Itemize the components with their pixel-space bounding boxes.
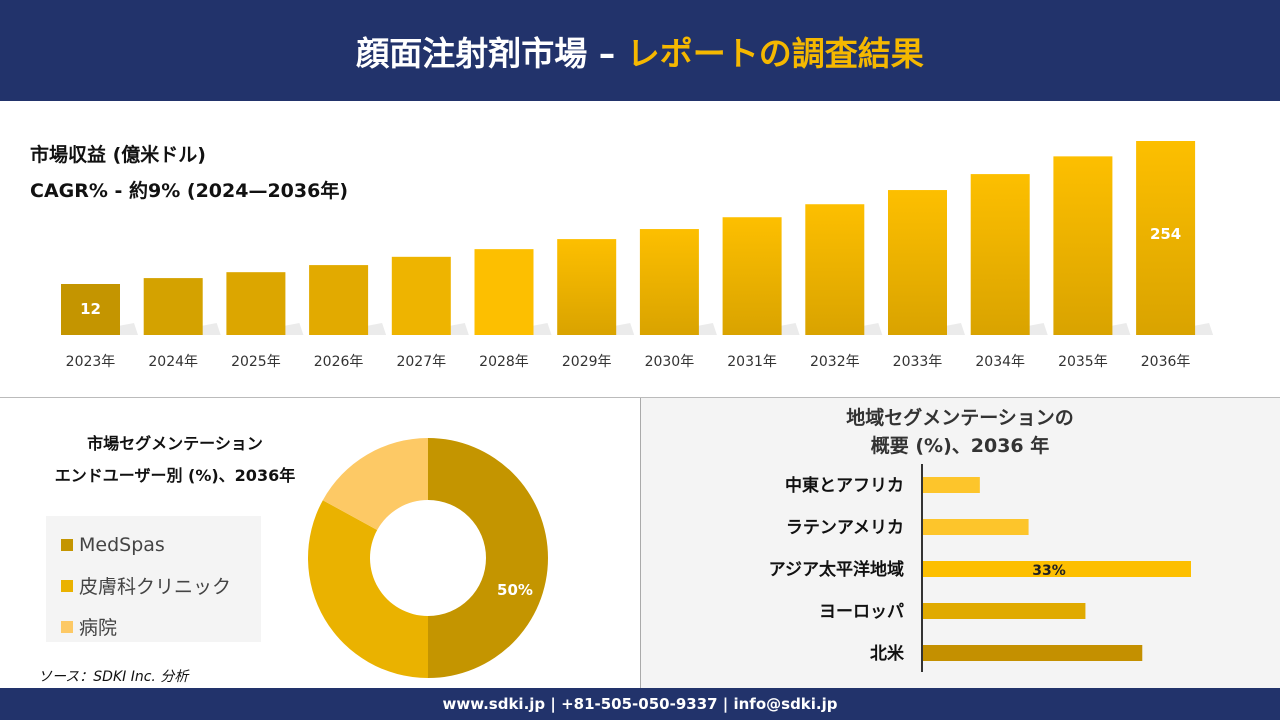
region-title-line1: 地域セグメンテーションの: [846, 407, 1074, 429]
x-tick-label: 2023年: [66, 354, 116, 370]
revenue-bar: [61, 284, 120, 335]
x-tick-label: 2029年: [562, 354, 612, 370]
revenue-bar-chart: 2023年 12 2024年 2025年 2026年 2027年 2028年 2029年 203…: [61, 141, 1214, 370]
x-tick-label: 2026年: [314, 354, 364, 370]
x-tick-label: 2034年: [975, 354, 1025, 370]
enduser-title-line1: 市場セグメンテーション: [87, 434, 263, 453]
legend-label: 皮膚科クリニック: [79, 576, 232, 598]
revenue-bar: [557, 239, 617, 335]
legend-label: MedSpas: [79, 533, 165, 556]
x-tick-label: 2025年: [231, 354, 281, 370]
x-tick-label: 2024年: [148, 354, 198, 370]
legend-swatch: [61, 538, 73, 551]
region-bar: [923, 603, 1086, 619]
region-bar: [923, 561, 1191, 577]
bar-data-label: 254: [1150, 225, 1181, 243]
x-tick-label: 2035年: [1058, 354, 1108, 370]
header-title-accent: レポートの調査結果: [626, 33, 924, 73]
x-tick-label: 2028年: [479, 354, 529, 370]
x-tick-label: 2031年: [727, 354, 777, 370]
bar-data-label: 33%: [1032, 563, 1066, 579]
donut-slice: [428, 438, 548, 678]
slice-label: 50%: [497, 581, 533, 599]
legend-item-dermatology: 皮膚科クリニック: [46, 565, 261, 606]
revenue-bar: [970, 174, 1030, 335]
enduser-donut-chart: 50%: [308, 438, 548, 678]
report-header: 顔面注射剤市場 – レポートの調査結果: [0, 0, 1280, 101]
revenue-bar: [1136, 141, 1196, 335]
donut-slice: [322, 438, 428, 531]
revenue-bar: [1053, 156, 1113, 335]
x-tick-label: 2027年: [396, 354, 446, 370]
revenue-bar: [391, 256, 451, 335]
region-label: 北米: [870, 643, 905, 664]
revenue-bar: [226, 272, 286, 335]
revenue-bar: [805, 204, 865, 335]
region-chart-title: 地域セグメンテーションの 概要 (%)、2036 年: [640, 404, 1280, 460]
revenue-bar: [309, 265, 369, 335]
header-title: 顔面注射剤市場 –: [356, 33, 616, 73]
enduser-title-line2: エンドユーザー別 (%)、2036年: [54, 466, 296, 485]
enduser-chart-title: 市場セグメンテーション エンドユーザー別 (%)、2036年: [20, 428, 330, 492]
region-label: ラテンアメリカ: [786, 518, 904, 538]
section-divider: [0, 397, 1280, 398]
region-panel: [640, 398, 1280, 688]
revenue-chart-cagr: CAGR% - 約9% (2024—2036年): [30, 180, 349, 202]
x-tick-label: 2036年: [1141, 354, 1191, 370]
region-label: ヨーロッパ: [819, 602, 904, 622]
revenue-bar: [639, 229, 699, 335]
legend-item-hospital: 病院: [46, 606, 261, 647]
revenue-bar: [888, 190, 947, 335]
legend-item-medspas: MedSpas: [46, 524, 261, 565]
region-title-line2: 概要 (%)、2036 年: [870, 435, 1050, 457]
source-note: ソース：SDKI Inc. 分析: [38, 669, 189, 685]
footer-contact: www.sdki.jp | +81-505-050-9337 | info@sd…: [0, 688, 1280, 720]
revenue-chart-title: 市場収益 (億米ドル): [30, 144, 206, 166]
bar-data-label: 12: [80, 300, 101, 318]
x-tick-label: 2030年: [645, 354, 695, 370]
x-tick-label: 2033年: [893, 354, 943, 370]
donut-slice: [308, 500, 428, 678]
revenue-bar: [722, 217, 782, 335]
legend-swatch: [61, 620, 73, 633]
x-tick-label: 2032年: [810, 354, 860, 370]
region-bar: [923, 477, 980, 493]
revenue-bar: [143, 278, 203, 335]
legend-label: 病院: [79, 617, 118, 639]
revenue-bar: [474, 249, 534, 335]
legend-swatch: [61, 579, 73, 592]
region-label: アジア太平洋地域: [769, 559, 904, 580]
region-bar: [923, 519, 1029, 535]
donut-legend: MedSpas 皮膚科クリニック 病院: [46, 516, 261, 642]
region-bar: [923, 645, 1143, 661]
region-label: 中東とアフリカ: [785, 475, 904, 496]
